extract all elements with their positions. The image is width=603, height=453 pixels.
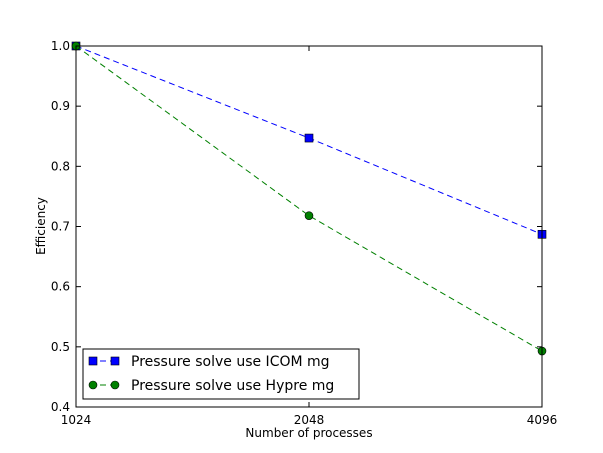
x-axis-label: Number of processes [245,426,372,440]
plot-area [76,46,542,407]
legend-marker-start-1 [88,380,98,390]
y-tick-label-0: 0.4 [51,400,70,414]
legend-label-1: Pressure solve use Hypre mg [131,378,334,394]
y-tick-label-1: 0.5 [51,340,70,354]
legend-marker-start-0 [88,356,98,366]
y-tick-label-6: 1.0 [51,39,70,53]
x-tick-label-1: 2048 [294,413,325,427]
y-tick-label-2: 0.6 [51,280,70,294]
y-tick-label-4: 0.8 [51,159,70,173]
x-tick-label-0: 1024 [61,413,92,427]
legend-marker-end-1 [110,380,120,390]
y-axis-ticks: 0.4 0.5 0.6 0.7 0.8 0.9 1.0 [51,39,542,414]
legend-marker-end-0 [110,356,120,366]
legend-label-0: Pressure solve use ICOM mg [131,354,330,370]
legend: Pressure solve use ICOM mg Pressure solve… [82,348,360,400]
x-tick-label-2: 4096 [527,413,558,427]
data-point-1-1 [304,211,314,220]
x-axis-ticks: 1024 2048 4096 [61,46,558,427]
y-tick-label-5: 0.9 [51,99,70,113]
data-point-0-1 [304,133,314,143]
y-tick-label-3: 0.7 [51,220,70,234]
y-axis-label: Efficiency [34,197,48,255]
legend-frame [82,348,360,400]
